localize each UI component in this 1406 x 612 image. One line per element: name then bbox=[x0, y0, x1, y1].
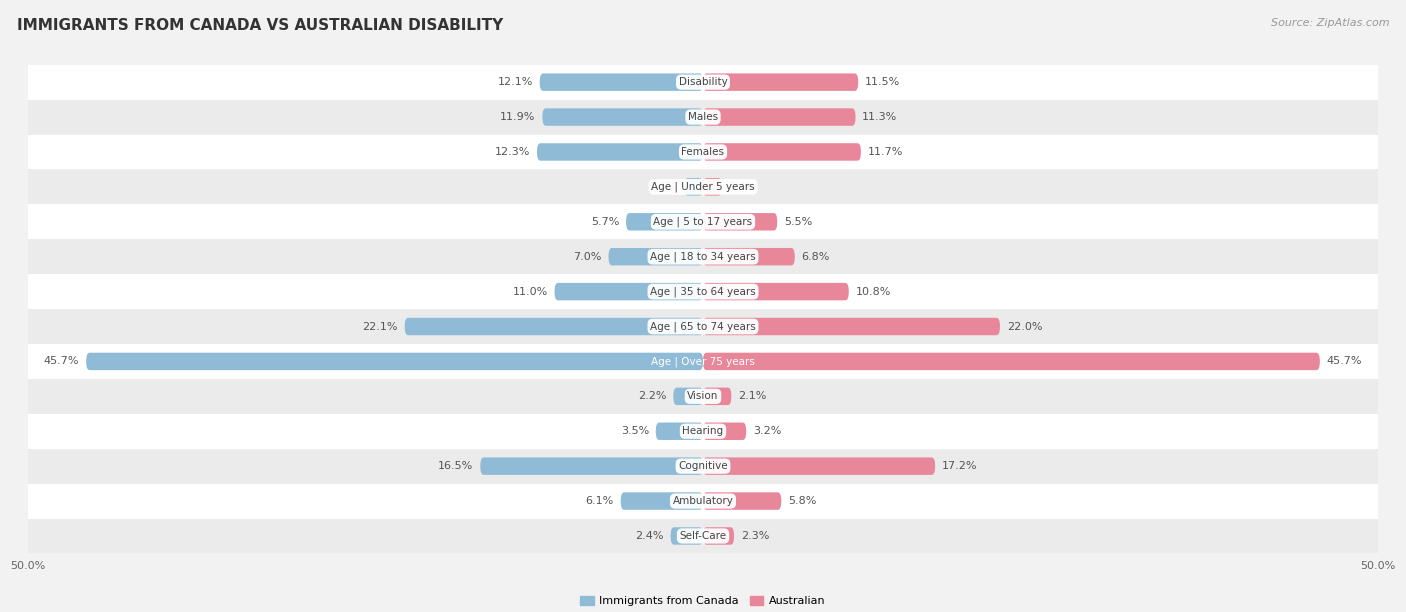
Text: 10.8%: 10.8% bbox=[855, 286, 891, 297]
FancyBboxPatch shape bbox=[481, 457, 703, 475]
FancyBboxPatch shape bbox=[86, 353, 703, 370]
FancyBboxPatch shape bbox=[673, 387, 703, 405]
Text: 2.1%: 2.1% bbox=[738, 391, 766, 401]
Bar bbox=[28, 483, 1378, 518]
Text: Disability: Disability bbox=[679, 77, 727, 87]
Text: Age | Over 75 years: Age | Over 75 years bbox=[651, 356, 755, 367]
FancyBboxPatch shape bbox=[703, 457, 935, 475]
FancyBboxPatch shape bbox=[703, 143, 860, 161]
Text: 45.7%: 45.7% bbox=[1327, 356, 1362, 367]
FancyBboxPatch shape bbox=[620, 492, 703, 510]
Bar bbox=[28, 274, 1378, 309]
Text: 1.4%: 1.4% bbox=[728, 182, 756, 192]
Text: 2.4%: 2.4% bbox=[636, 531, 664, 541]
Text: 2.2%: 2.2% bbox=[638, 391, 666, 401]
Text: Age | Under 5 years: Age | Under 5 years bbox=[651, 182, 755, 192]
Text: 5.8%: 5.8% bbox=[787, 496, 817, 506]
Text: 11.3%: 11.3% bbox=[862, 112, 897, 122]
FancyBboxPatch shape bbox=[626, 213, 703, 231]
Text: 6.8%: 6.8% bbox=[801, 252, 830, 262]
Text: 12.1%: 12.1% bbox=[498, 77, 533, 87]
FancyBboxPatch shape bbox=[703, 108, 855, 126]
FancyBboxPatch shape bbox=[540, 73, 703, 91]
Text: 3.5%: 3.5% bbox=[621, 426, 650, 436]
Text: Self-Care: Self-Care bbox=[679, 531, 727, 541]
Text: 22.0%: 22.0% bbox=[1007, 321, 1042, 332]
FancyBboxPatch shape bbox=[543, 108, 703, 126]
FancyBboxPatch shape bbox=[671, 528, 703, 545]
FancyBboxPatch shape bbox=[703, 318, 1000, 335]
Text: Hearing: Hearing bbox=[682, 426, 724, 436]
Text: Vision: Vision bbox=[688, 391, 718, 401]
Bar bbox=[28, 518, 1378, 553]
FancyBboxPatch shape bbox=[554, 283, 703, 300]
FancyBboxPatch shape bbox=[703, 73, 858, 91]
FancyBboxPatch shape bbox=[537, 143, 703, 161]
Text: IMMIGRANTS FROM CANADA VS AUSTRALIAN DISABILITY: IMMIGRANTS FROM CANADA VS AUSTRALIAN DIS… bbox=[17, 18, 503, 34]
Text: Females: Females bbox=[682, 147, 724, 157]
Text: 5.7%: 5.7% bbox=[591, 217, 619, 227]
Text: 45.7%: 45.7% bbox=[44, 356, 79, 367]
Text: 12.3%: 12.3% bbox=[495, 147, 530, 157]
Bar bbox=[28, 309, 1378, 344]
FancyBboxPatch shape bbox=[685, 178, 703, 196]
Text: Males: Males bbox=[688, 112, 718, 122]
Bar bbox=[28, 170, 1378, 204]
Bar bbox=[28, 239, 1378, 274]
Text: Age | 18 to 34 years: Age | 18 to 34 years bbox=[650, 252, 756, 262]
Text: Ambulatory: Ambulatory bbox=[672, 496, 734, 506]
Bar bbox=[28, 344, 1378, 379]
Text: 1.4%: 1.4% bbox=[650, 182, 678, 192]
FancyBboxPatch shape bbox=[655, 422, 703, 440]
Bar bbox=[28, 414, 1378, 449]
Text: 3.2%: 3.2% bbox=[754, 426, 782, 436]
Text: Source: ZipAtlas.com: Source: ZipAtlas.com bbox=[1271, 18, 1389, 28]
Bar bbox=[28, 100, 1378, 135]
Legend: Immigrants from Canada, Australian: Immigrants from Canada, Australian bbox=[576, 592, 830, 611]
FancyBboxPatch shape bbox=[703, 213, 778, 231]
Text: Age | 5 to 17 years: Age | 5 to 17 years bbox=[654, 217, 752, 227]
Text: 16.5%: 16.5% bbox=[439, 461, 474, 471]
FancyBboxPatch shape bbox=[703, 492, 782, 510]
Bar bbox=[28, 379, 1378, 414]
Bar bbox=[28, 204, 1378, 239]
Text: 2.3%: 2.3% bbox=[741, 531, 769, 541]
Text: 22.1%: 22.1% bbox=[363, 321, 398, 332]
Bar bbox=[28, 65, 1378, 100]
Text: 7.0%: 7.0% bbox=[574, 252, 602, 262]
FancyBboxPatch shape bbox=[703, 178, 721, 196]
FancyBboxPatch shape bbox=[703, 248, 794, 266]
FancyBboxPatch shape bbox=[609, 248, 703, 266]
FancyBboxPatch shape bbox=[703, 353, 1320, 370]
FancyBboxPatch shape bbox=[405, 318, 703, 335]
Text: 11.7%: 11.7% bbox=[868, 147, 903, 157]
Bar bbox=[28, 449, 1378, 483]
FancyBboxPatch shape bbox=[703, 528, 734, 545]
Text: 11.0%: 11.0% bbox=[513, 286, 548, 297]
Text: Cognitive: Cognitive bbox=[678, 461, 728, 471]
Text: 5.5%: 5.5% bbox=[785, 217, 813, 227]
Text: Age | 35 to 64 years: Age | 35 to 64 years bbox=[650, 286, 756, 297]
FancyBboxPatch shape bbox=[703, 387, 731, 405]
Text: 6.1%: 6.1% bbox=[586, 496, 614, 506]
Text: 17.2%: 17.2% bbox=[942, 461, 977, 471]
FancyBboxPatch shape bbox=[703, 283, 849, 300]
Text: 11.5%: 11.5% bbox=[865, 77, 900, 87]
Text: 11.9%: 11.9% bbox=[501, 112, 536, 122]
Bar bbox=[28, 135, 1378, 170]
FancyBboxPatch shape bbox=[703, 422, 747, 440]
Text: Age | 65 to 74 years: Age | 65 to 74 years bbox=[650, 321, 756, 332]
